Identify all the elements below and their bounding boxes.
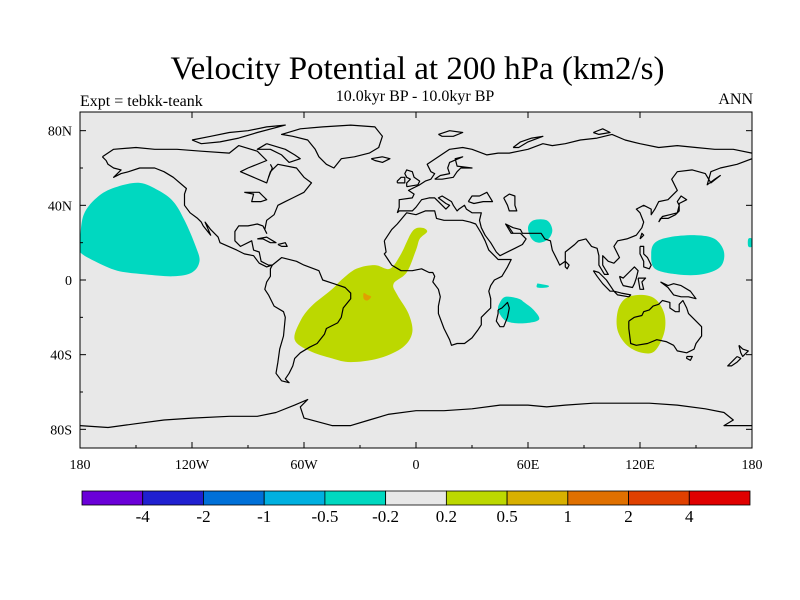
x-tick-label: 180 [70,458,91,473]
coastline-japan [658,195,688,223]
experiment-label: Expt = tebkk-teank [80,93,203,110]
colorbar-box [506,490,569,506]
coastline-taiwan [639,232,645,240]
colorbar-label: 1 [564,507,573,526]
region-atlantic-core-positive [363,292,372,301]
x-tick-label: 60W [290,458,318,473]
x-tick-label: 120W [175,458,210,473]
coastline-java [613,290,632,298]
coastline-hispaniola [277,242,288,247]
colorbar-label: 4 [685,507,694,526]
x-tick-label: 180 [742,458,763,473]
map-title: Velocity Potential at 200 hPa (km2/s) [170,51,665,87]
y-tick-label: 80N [48,125,72,140]
coastline-uk [404,169,421,188]
coastline-baffin [256,143,301,163]
coastline-caspian [503,193,518,212]
coastline-australia [628,299,703,354]
coastline-south-america [264,257,352,384]
colorbar-box [142,490,204,506]
coastline-new-zealand-s [727,355,742,367]
colorbar-label: -4 [136,507,151,526]
coastline-sri-lanka [564,260,570,270]
coastline-new-guinea [660,281,697,300]
colorbar-box [203,490,265,506]
coastline-ireland [396,176,406,184]
colorbar-label: -2 [196,507,210,526]
region-north-pacific-negative [80,182,200,277]
colorbar-label: -0.5 [311,507,338,526]
coastline-greenland [281,124,383,169]
colorbar: -4 -2 -1 -0.5 -0.2 0.2 0.5 1 2 4 [81,490,751,526]
region-dateline-small-negative [747,238,752,248]
colorbar-box [324,490,387,506]
coastline-black-sea [467,191,494,205]
coastline-baltic [434,156,473,180]
colorbar-box [385,490,447,506]
region-west-pacific-negative [651,235,725,276]
region-indian-ocean-small-negative [536,283,550,288]
x-tick-label: 120E [625,458,655,473]
colorbar-label: 0.5 [496,507,517,526]
coastline-tasmania [686,355,693,361]
coastline-philippines [639,245,652,270]
coastline-eurasia-south [396,158,752,275]
colorbar-label: -1 [257,507,271,526]
coastline-novaya-zemlya [512,135,544,149]
coastline-hudson-bay-east [267,164,273,178]
colorbar-box [567,490,629,506]
colorbar-box [688,490,751,506]
region-australia-positive [616,294,666,354]
plot-area [80,112,752,448]
colorbar-label: 2 [624,507,633,526]
y-tick-label: 40N [48,199,72,214]
coastline-new-zealand-n [738,344,749,358]
coastline-svalbard [438,130,464,137]
coastline-eurasia [396,133,752,213]
coastline-iceland [370,156,391,163]
axis-ticks: 180 120W 60W 0 60E 120E 180 80N 40N 0 40S 80S [48,112,763,473]
colorbar-box [445,490,508,506]
coastline-severnaya [593,128,611,135]
coastline-africa [383,210,512,346]
colorbar-label: -0.2 [372,507,399,526]
coastline-madagascar [495,301,510,328]
coastline-arctic-islands [191,124,286,145]
coastline-sumatra [592,270,615,292]
coastline-sulawesi [637,277,647,290]
region-arabian-sea-negative [527,219,553,243]
colorbar-box [81,490,144,506]
coastlines [80,124,752,429]
y-tick-label: 80S [50,423,72,438]
coastline-arabian-peninsula-gulf [505,223,514,234]
coastline-borneo [618,266,639,289]
map-subtitle: 10.0kyr BP - 10.0kyr BP [335,88,495,105]
y-tick-label: 40S [50,349,72,364]
y-tick-label: 0 [65,274,72,289]
coastline-cuba [257,236,277,244]
colorbar-label: 0.2 [436,507,457,526]
season-label: ANN [718,91,753,108]
coastline-north-america [101,145,313,268]
coastline-great-lakes [244,191,268,203]
colorbar-box [628,490,690,506]
x-tick-label: 60E [517,458,540,473]
x-tick-label: 0 [413,458,420,473]
colorbar-box [263,490,326,506]
coastline-antarctica [80,398,752,429]
